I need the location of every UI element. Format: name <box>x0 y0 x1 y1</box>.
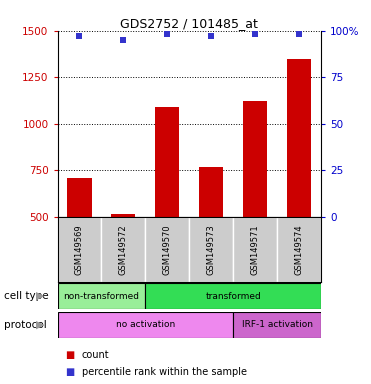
Bar <box>199 167 223 310</box>
Text: GSM149569: GSM149569 <box>75 224 84 275</box>
Title: GDS2752 / 101485_at: GDS2752 / 101485_at <box>120 17 258 30</box>
Text: GSM149574: GSM149574 <box>295 224 303 275</box>
Text: ▶: ▶ <box>36 320 44 330</box>
Bar <box>155 107 179 310</box>
Bar <box>243 101 267 310</box>
Text: GSM149572: GSM149572 <box>119 224 128 275</box>
Text: IRF-1 activation: IRF-1 activation <box>242 320 312 329</box>
Text: protocol: protocol <box>4 320 46 330</box>
Bar <box>189 217 233 282</box>
Bar <box>277 217 321 282</box>
Text: count: count <box>82 350 109 360</box>
Text: ■: ■ <box>65 350 74 360</box>
Text: percentile rank within the sample: percentile rank within the sample <box>82 367 247 377</box>
Bar <box>58 283 145 309</box>
Bar <box>111 214 135 310</box>
Bar <box>145 217 189 282</box>
Text: ■: ■ <box>65 367 74 377</box>
Text: GSM149573: GSM149573 <box>207 224 216 275</box>
Bar <box>233 217 277 282</box>
Bar <box>58 312 233 338</box>
Bar <box>233 312 321 338</box>
Bar <box>145 283 321 309</box>
Text: GSM149570: GSM149570 <box>163 224 172 275</box>
Text: GSM149571: GSM149571 <box>250 224 260 275</box>
Text: ▶: ▶ <box>36 291 44 301</box>
Bar <box>68 178 92 310</box>
Text: transformed: transformed <box>205 291 261 301</box>
Text: no activation: no activation <box>116 320 175 329</box>
Bar <box>287 59 311 310</box>
Bar <box>58 217 101 282</box>
Bar <box>101 217 145 282</box>
Text: cell type: cell type <box>4 291 48 301</box>
Text: non-transformed: non-transformed <box>63 291 139 301</box>
